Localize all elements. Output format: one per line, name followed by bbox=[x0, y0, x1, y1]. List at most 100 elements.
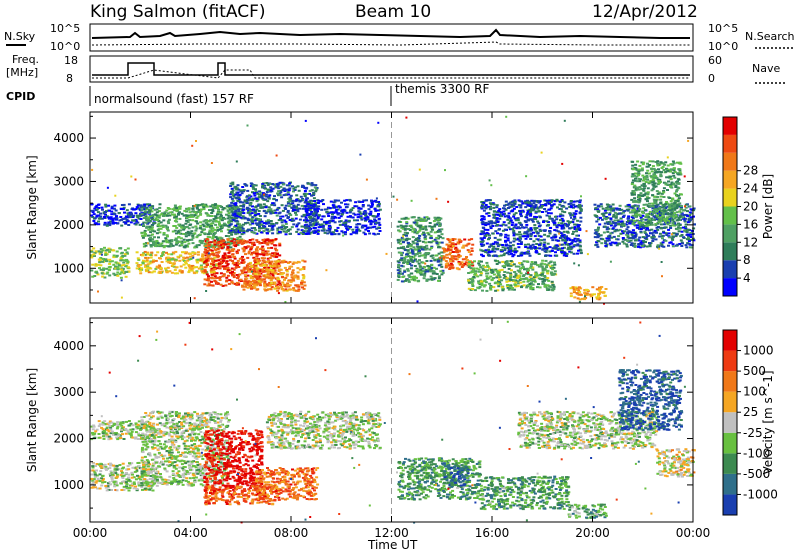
power-cell bbox=[538, 206, 542, 209]
power-cell bbox=[463, 238, 467, 241]
power-cell bbox=[528, 283, 532, 285]
power-cell bbox=[406, 245, 410, 248]
power-cell bbox=[524, 220, 528, 223]
power-cell bbox=[286, 217, 290, 219]
power-cell bbox=[241, 186, 245, 188]
power-cell bbox=[160, 242, 164, 245]
power-cell bbox=[467, 238, 471, 241]
power-cell bbox=[137, 258, 141, 261]
power-cell bbox=[158, 272, 162, 274]
power-cell bbox=[339, 220, 343, 223]
power-cell bbox=[451, 266, 455, 269]
power-cell bbox=[235, 205, 238, 208]
power-cell bbox=[190, 214, 194, 217]
power-cell bbox=[190, 215, 194, 218]
freq-tick-bottom: 8 bbox=[66, 72, 73, 85]
power-cell bbox=[561, 233, 565, 236]
power-cell bbox=[294, 186, 297, 189]
power-cell bbox=[568, 243, 572, 246]
power-cell bbox=[343, 233, 347, 236]
power-cell bbox=[121, 254, 125, 257]
power-cell bbox=[340, 201, 343, 204]
power-cell bbox=[295, 289, 298, 292]
power-cell bbox=[255, 247, 259, 250]
power-cell bbox=[234, 210, 238, 212]
power-cell bbox=[425, 260, 429, 262]
power-cell bbox=[507, 288, 511, 291]
power-cell bbox=[465, 256, 468, 258]
power-cell bbox=[302, 231, 305, 234]
power-cell bbox=[244, 275, 248, 278]
power-cell bbox=[308, 200, 312, 203]
power-cell bbox=[432, 220, 436, 223]
power-cell bbox=[512, 213, 516, 216]
power-cell bbox=[284, 222, 288, 225]
power-cell bbox=[573, 244, 577, 247]
power-cell bbox=[512, 279, 516, 282]
power-cell bbox=[294, 213, 298, 216]
power-cell bbox=[113, 213, 117, 216]
power-cell bbox=[405, 222, 409, 225]
power-cell bbox=[288, 196, 292, 199]
power-cell bbox=[525, 252, 529, 255]
power-cell bbox=[579, 216, 583, 219]
power-cell bbox=[310, 189, 314, 192]
power-cell bbox=[430, 246, 433, 249]
power-cell bbox=[112, 272, 116, 275]
power-cell bbox=[443, 249, 446, 252]
power-cell bbox=[583, 291, 587, 294]
power-cell bbox=[476, 275, 480, 278]
power-cell bbox=[508, 285, 512, 288]
power-cell bbox=[233, 213, 237, 215]
power-cell bbox=[369, 223, 373, 226]
power-cell bbox=[236, 243, 240, 246]
power-cell bbox=[298, 207, 302, 210]
power-cell bbox=[204, 246, 208, 249]
power-cell bbox=[207, 246, 211, 249]
power-cell bbox=[426, 265, 430, 267]
power-cell bbox=[550, 204, 553, 207]
power-cell bbox=[563, 251, 567, 254]
power-cell bbox=[237, 215, 241, 218]
power-cell bbox=[543, 208, 547, 210]
power-cell bbox=[514, 212, 518, 215]
power-cell bbox=[271, 225, 275, 228]
power-cell bbox=[416, 225, 420, 228]
power-cell bbox=[435, 258, 438, 261]
power-cell bbox=[521, 235, 525, 238]
power-cell bbox=[531, 220, 535, 223]
power-cell bbox=[118, 219, 122, 222]
power-cell bbox=[260, 195, 264, 198]
power-cell bbox=[277, 280, 281, 283]
power-cell bbox=[209, 265, 213, 268]
power-cell bbox=[555, 218, 559, 221]
power-cell bbox=[450, 242, 454, 245]
power-cell bbox=[256, 271, 259, 273]
power-cell bbox=[398, 240, 402, 242]
power-cell bbox=[170, 211, 174, 214]
power-cell bbox=[253, 286, 257, 289]
power-cell bbox=[206, 220, 210, 223]
power-cell bbox=[184, 261, 187, 264]
power-cell bbox=[323, 231, 327, 234]
power-cell bbox=[418, 252, 422, 255]
power-cell bbox=[523, 235, 527, 238]
power-cell bbox=[498, 281, 502, 284]
power-cell bbox=[168, 211, 172, 214]
power-cell bbox=[521, 202, 525, 205]
power-cell bbox=[340, 213, 344, 216]
power-cell bbox=[144, 242, 148, 245]
power-cell bbox=[509, 201, 513, 204]
power-cell bbox=[286, 209, 290, 212]
power-cell bbox=[243, 216, 247, 219]
power-cell bbox=[214, 215, 218, 218]
power-cell bbox=[685, 246, 689, 249]
power-cell bbox=[430, 245, 434, 248]
power-cell bbox=[457, 253, 461, 256]
power-cell bbox=[436, 237, 440, 240]
power-cell bbox=[258, 284, 262, 287]
power-cell bbox=[479, 270, 483, 273]
power-cell bbox=[202, 272, 206, 275]
power-cell bbox=[506, 203, 510, 206]
power-cell bbox=[228, 219, 232, 222]
